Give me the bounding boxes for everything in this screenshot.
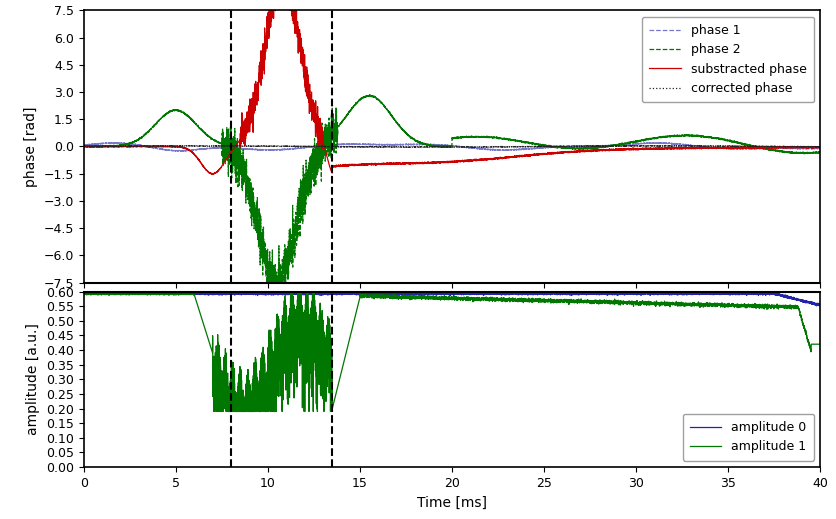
phase 1 [79, 142, 89, 148]
amplitude 0 [663, 291, 673, 297]
corrected phase [345, 144, 355, 150]
Y-axis label: amplitude [a.u.]: amplitude [a.u.] [27, 323, 40, 435]
Line: amplitude 1: amplitude 1 [84, 293, 819, 412]
amplitude 0 [87, 289, 97, 295]
substracted phase [624, 146, 635, 152]
amplitude 0 [345, 291, 355, 297]
corrected phase [814, 144, 824, 150]
corrected phase [79, 143, 89, 149]
phase 1 [514, 146, 524, 153]
substracted phase [664, 145, 674, 151]
Line: substracted phase: substracted phase [84, 0, 819, 174]
Legend: phase 1, phase 2, substracted phase, corrected phase: phase 1, phase 2, substracted phase, cor… [641, 17, 813, 102]
amplitude 1 [664, 302, 674, 308]
amplitude 1 [208, 408, 218, 415]
corrected phase [115, 143, 125, 149]
substracted phase [514, 152, 524, 158]
Line: phase 2: phase 2 [84, 95, 819, 311]
amplitude 0 [546, 289, 556, 295]
Line: corrected phase: corrected phase [84, 145, 819, 147]
amplitude 0 [79, 291, 89, 297]
amplitude 1 [345, 332, 355, 338]
phase 1 [115, 140, 125, 146]
corrected phase [664, 143, 674, 149]
phase 1 [345, 141, 355, 147]
amplitude 1 [115, 291, 125, 297]
phase 2 [546, 144, 556, 150]
substracted phase [79, 143, 89, 149]
amplitude 1 [624, 301, 635, 307]
amplitude 0 [624, 291, 634, 297]
Y-axis label: phase [rad]: phase [rad] [24, 106, 38, 187]
phase 1 [814, 145, 824, 151]
phase 2 [364, 92, 374, 98]
amplitude 0 [814, 303, 824, 309]
phase 1 [657, 140, 667, 146]
phase 1 [664, 140, 674, 146]
substracted phase [207, 171, 217, 177]
amplitude 1 [546, 298, 556, 305]
phase 1 [180, 148, 190, 154]
substracted phase [814, 144, 824, 151]
amplitude 1 [514, 297, 524, 304]
corrected phase [624, 143, 634, 149]
phase 2 [624, 140, 635, 146]
Legend: amplitude 0, amplitude 1: amplitude 0, amplitude 1 [681, 414, 813, 461]
substracted phase [345, 162, 355, 168]
phase 2 [814, 149, 824, 156]
substracted phase [115, 143, 125, 149]
Line: amplitude 0: amplitude 0 [84, 292, 819, 306]
corrected phase [514, 144, 524, 150]
substracted phase [546, 150, 556, 156]
phase 2 [115, 142, 125, 148]
corrected phase [628, 142, 638, 148]
amplitude 0 [514, 291, 524, 297]
corrected phase [434, 144, 444, 151]
phase 2 [514, 139, 524, 145]
Line: phase 1: phase 1 [84, 143, 819, 151]
amplitude 0 [115, 291, 125, 297]
phase 1 [546, 144, 556, 150]
phase 2 [345, 107, 355, 114]
amplitude 1 [814, 341, 824, 347]
phase 2 [79, 143, 89, 149]
phase 1 [624, 141, 634, 147]
amplitude 1 [79, 291, 89, 297]
phase 2 [268, 308, 278, 315]
corrected phase [546, 144, 556, 150]
phase 2 [664, 133, 674, 139]
amplitude 1 [285, 290, 295, 296]
X-axis label: Time [ms]: Time [ms] [416, 495, 487, 509]
